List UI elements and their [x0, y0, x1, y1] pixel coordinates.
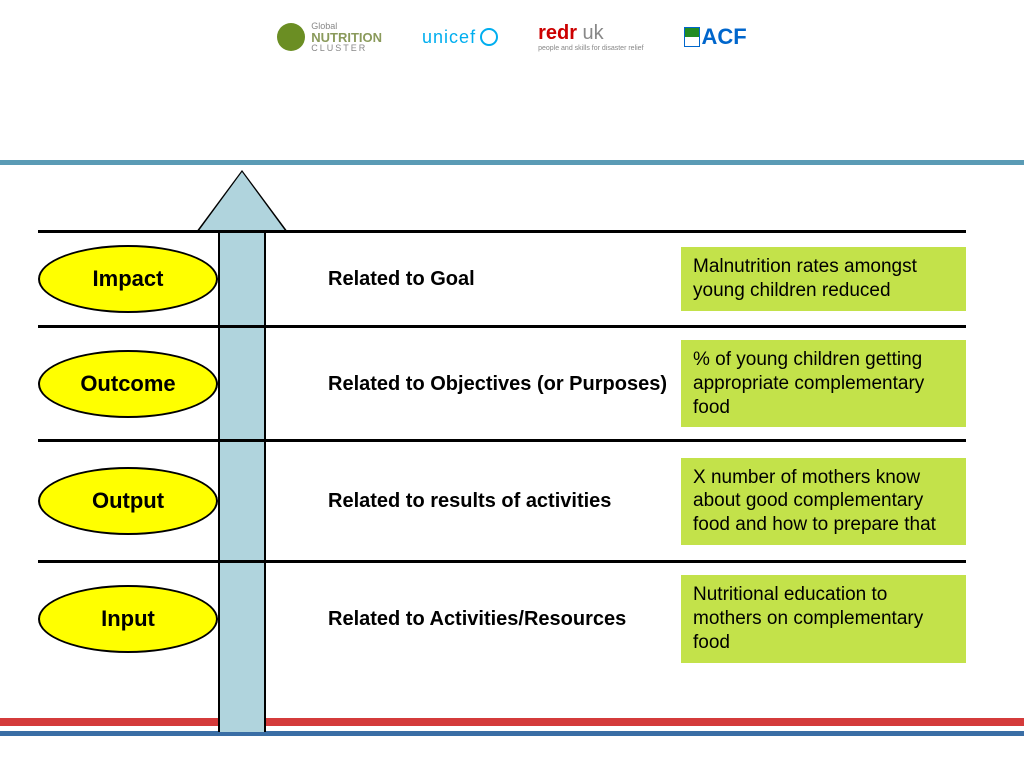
results-chain-table: Impact Related to Goal Malnutrition rate… [38, 230, 966, 675]
logo-bar: Global NUTRITION CLUSTER unicef redr uk … [0, 0, 1024, 66]
row-impact: Impact Related to Goal Malnutrition rate… [38, 233, 966, 325]
level-ellipse-input: Input [38, 585, 218, 653]
top-divider [0, 160, 1024, 165]
logo-redr-uk: redr uk people and skills for disaster r… [538, 18, 643, 56]
level-ellipse-output: Output [38, 467, 218, 535]
relation-text: Related to Activities/Resources [218, 605, 681, 633]
row-input: Input Related to Activities/Resources Nu… [38, 563, 966, 674]
logo-global-nutrition-cluster: Global NUTRITION CLUSTER [277, 18, 382, 56]
relation-text: Related to Goal [218, 265, 681, 293]
row-outcome: Outcome Related to Objectives (or Purpos… [38, 328, 966, 439]
example-box: X number of mothers know about good comp… [681, 458, 966, 545]
relation-text: Related to Objectives (or Purposes) [218, 370, 681, 398]
example-box: Malnutrition rates amongst young childre… [681, 247, 966, 311]
row-output: Output Related to results of activities … [38, 442, 966, 560]
example-box: Nutritional education to mothers on comp… [681, 575, 966, 662]
level-ellipse-impact: Impact [38, 245, 218, 313]
example-box: % of young children getting appropriate … [681, 340, 966, 427]
logo-unicef: unicef [422, 18, 498, 56]
relation-text: Related to results of activities [218, 487, 681, 515]
logo-acf: ACF [684, 18, 747, 56]
level-ellipse-outcome: Outcome [38, 350, 218, 418]
footer-stripes [0, 718, 1024, 736]
